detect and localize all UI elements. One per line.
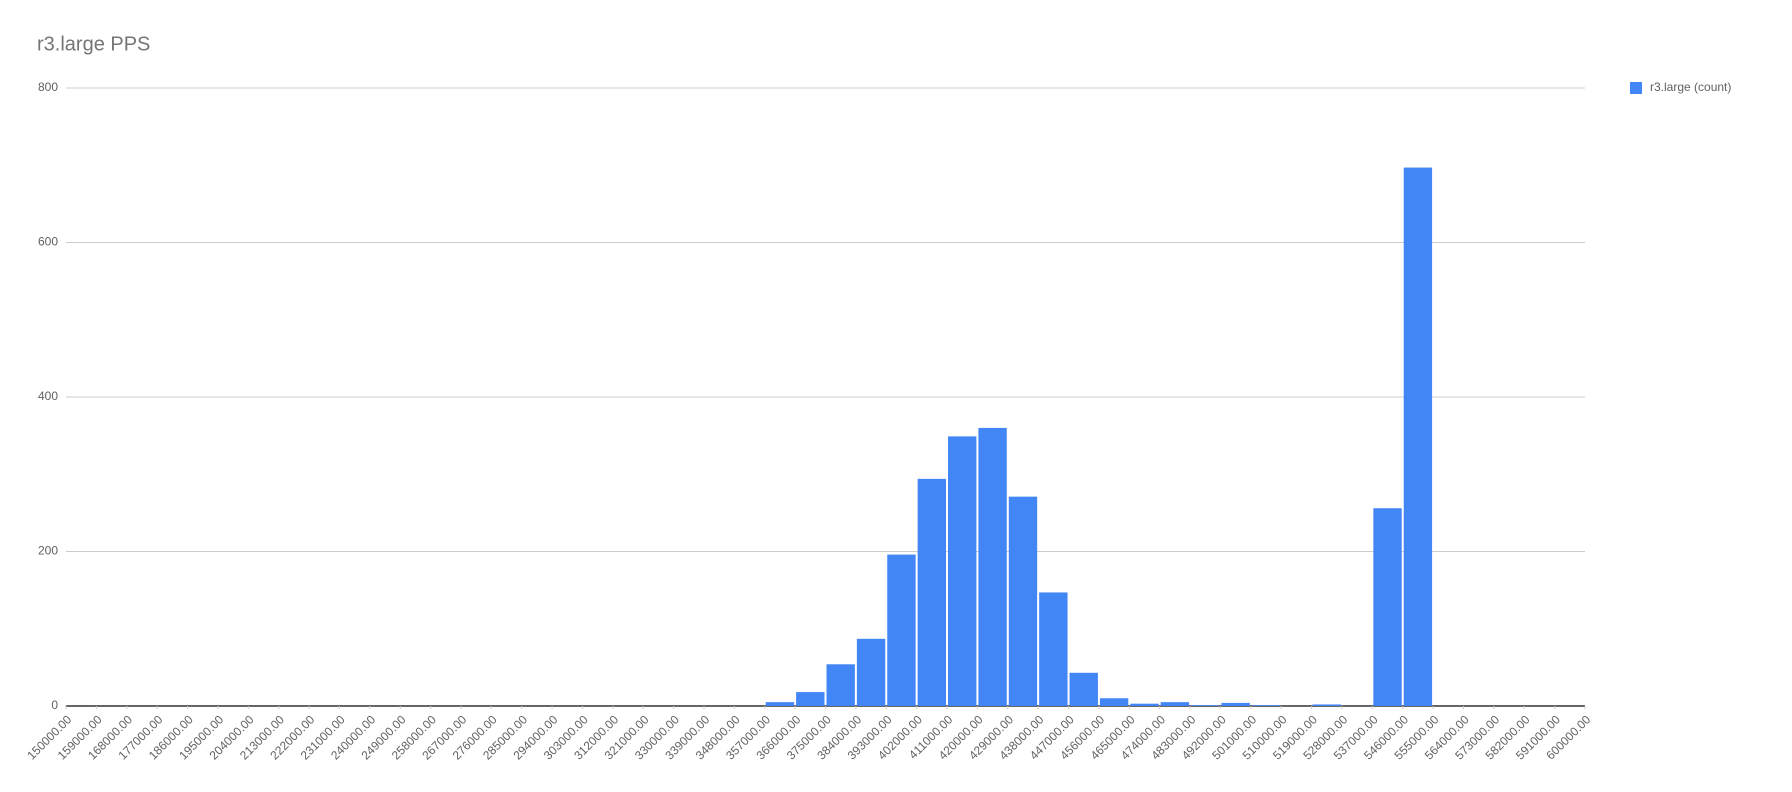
- bar: [1403, 167, 1433, 706]
- bar: [1373, 508, 1402, 706]
- y-tick-label: 0: [51, 698, 58, 712]
- bar: [1069, 672, 1098, 706]
- bar: [887, 554, 916, 706]
- y-tick-label: 600: [38, 235, 58, 249]
- bar: [1008, 496, 1038, 706]
- bar: [1039, 592, 1068, 706]
- bar: [917, 478, 947, 706]
- bar: [1312, 704, 1341, 706]
- bar: [1160, 702, 1190, 706]
- bar: [1191, 705, 1220, 706]
- bar: [796, 692, 825, 706]
- bar: [1130, 703, 1159, 706]
- bar: [1251, 705, 1281, 706]
- bar: [856, 638, 886, 706]
- y-tick-label: 400: [38, 389, 58, 403]
- bar: [1099, 698, 1129, 706]
- y-tick-label: 800: [38, 80, 58, 94]
- y-tick-label: 200: [38, 544, 58, 558]
- bar: [765, 702, 795, 706]
- bar: [978, 427, 1007, 706]
- bar: [826, 664, 855, 706]
- chart-title: r3.large PPS: [37, 33, 150, 55]
- legend-swatch: [1630, 82, 1642, 94]
- legend-label: r3.large (count): [1650, 80, 1731, 94]
- bar: [1221, 702, 1250, 706]
- bar: [948, 436, 977, 706]
